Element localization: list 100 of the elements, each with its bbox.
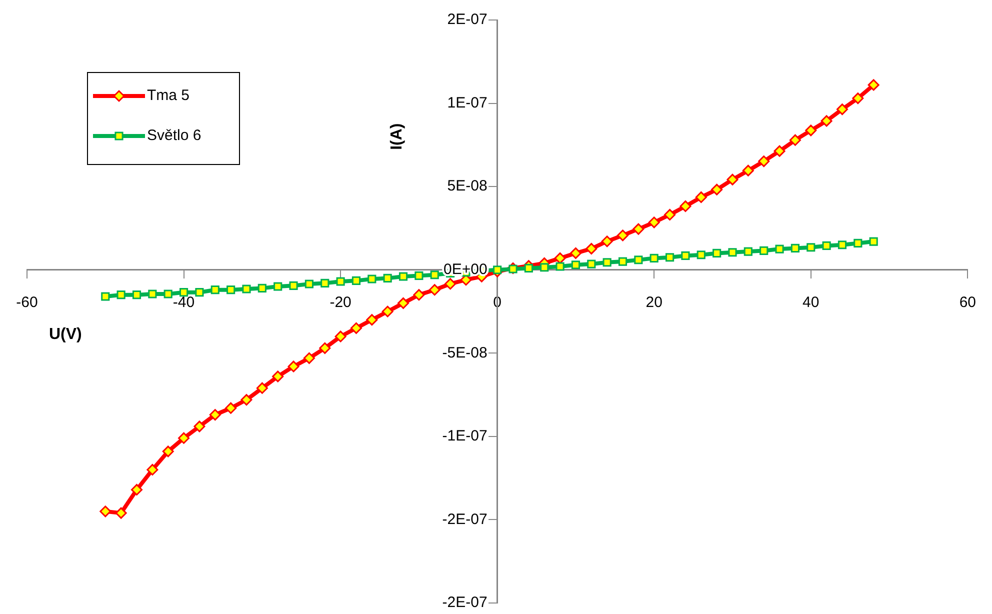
point bbox=[634, 256, 643, 264]
y-tick-label: -1E-07 bbox=[442, 428, 488, 445]
point bbox=[414, 271, 424, 280]
point bbox=[303, 352, 315, 364]
point bbox=[493, 266, 502, 274]
point bbox=[240, 394, 252, 406]
point bbox=[304, 280, 314, 288]
point bbox=[413, 289, 425, 301]
point bbox=[398, 297, 410, 309]
point bbox=[618, 257, 628, 266]
point bbox=[570, 247, 582, 259]
point bbox=[806, 243, 816, 252]
point bbox=[744, 247, 752, 256]
x-tick-label: 40 bbox=[802, 294, 820, 311]
point bbox=[428, 284, 440, 296]
point bbox=[258, 284, 266, 292]
point bbox=[728, 248, 737, 257]
x-tick-label: -60 bbox=[16, 294, 38, 311]
y-tick-label: 0E+00 bbox=[444, 261, 488, 278]
point bbox=[571, 260, 580, 270]
point bbox=[632, 223, 644, 235]
point bbox=[852, 92, 864, 104]
point bbox=[148, 290, 157, 298]
x-tick-label: -20 bbox=[330, 294, 352, 311]
point bbox=[712, 248, 722, 258]
y-tick-label: 5E-08 bbox=[447, 178, 488, 195]
point bbox=[789, 134, 801, 146]
x-tick-label: 20 bbox=[646, 294, 662, 311]
point bbox=[742, 164, 754, 176]
point bbox=[524, 264, 533, 272]
y-axis-title: I(A) bbox=[388, 123, 406, 150]
point bbox=[162, 446, 174, 458]
legend-label: Tma 5 bbox=[147, 87, 190, 104]
y-tick-label: 1E-07 bbox=[447, 94, 488, 112]
y-tick-label: 2E-07 bbox=[447, 11, 488, 28]
point bbox=[805, 124, 817, 136]
x-axis-title: U(V) bbox=[49, 326, 82, 344]
point bbox=[775, 244, 784, 254]
point bbox=[225, 402, 237, 414]
point bbox=[430, 270, 439, 280]
legend-label: Světlo 6 bbox=[147, 127, 202, 144]
point bbox=[398, 272, 408, 281]
point bbox=[586, 242, 598, 254]
point bbox=[711, 184, 723, 196]
point bbox=[696, 250, 706, 260]
point bbox=[554, 252, 566, 264]
point bbox=[758, 156, 770, 168]
point bbox=[868, 79, 880, 91]
point bbox=[242, 284, 251, 294]
point bbox=[210, 286, 220, 294]
point bbox=[617, 230, 628, 242]
point bbox=[648, 216, 660, 228]
point bbox=[774, 145, 786, 157]
point bbox=[101, 292, 110, 301]
point bbox=[352, 276, 361, 285]
point bbox=[680, 200, 692, 212]
point bbox=[100, 506, 112, 518]
point bbox=[869, 237, 878, 246]
point bbox=[760, 246, 768, 255]
point bbox=[587, 260, 596, 268]
point bbox=[209, 409, 221, 421]
point bbox=[289, 281, 298, 290]
x-tick-label: -40 bbox=[172, 294, 195, 311]
point bbox=[194, 420, 206, 432]
point bbox=[820, 115, 832, 127]
y-tick-label: -2E-07 bbox=[442, 510, 488, 528]
point bbox=[650, 254, 658, 262]
point bbox=[383, 274, 392, 282]
x-tick-label: 60 bbox=[959, 294, 976, 311]
point bbox=[132, 290, 142, 300]
point bbox=[272, 370, 284, 382]
point bbox=[319, 342, 331, 354]
point bbox=[178, 432, 190, 444]
point bbox=[368, 274, 376, 284]
point bbox=[601, 236, 613, 248]
point bbox=[444, 278, 456, 290]
point bbox=[256, 382, 268, 394]
point bbox=[665, 253, 674, 262]
point bbox=[695, 191, 707, 203]
point bbox=[681, 251, 690, 260]
point bbox=[336, 277, 345, 286]
point bbox=[726, 174, 738, 186]
y-tick-label: -5E-08 bbox=[442, 344, 488, 362]
point bbox=[556, 262, 564, 271]
point bbox=[790, 244, 800, 252]
point bbox=[226, 286, 236, 294]
point bbox=[350, 322, 362, 334]
point bbox=[838, 240, 847, 250]
point bbox=[382, 306, 394, 318]
point bbox=[116, 290, 126, 300]
point bbox=[822, 241, 831, 250]
point bbox=[602, 258, 612, 267]
point bbox=[664, 208, 676, 220]
point bbox=[195, 288, 204, 297]
point bbox=[334, 330, 346, 342]
point bbox=[146, 464, 158, 476]
point bbox=[320, 278, 330, 288]
point bbox=[854, 238, 862, 248]
point bbox=[115, 507, 127, 519]
point bbox=[366, 314, 378, 326]
